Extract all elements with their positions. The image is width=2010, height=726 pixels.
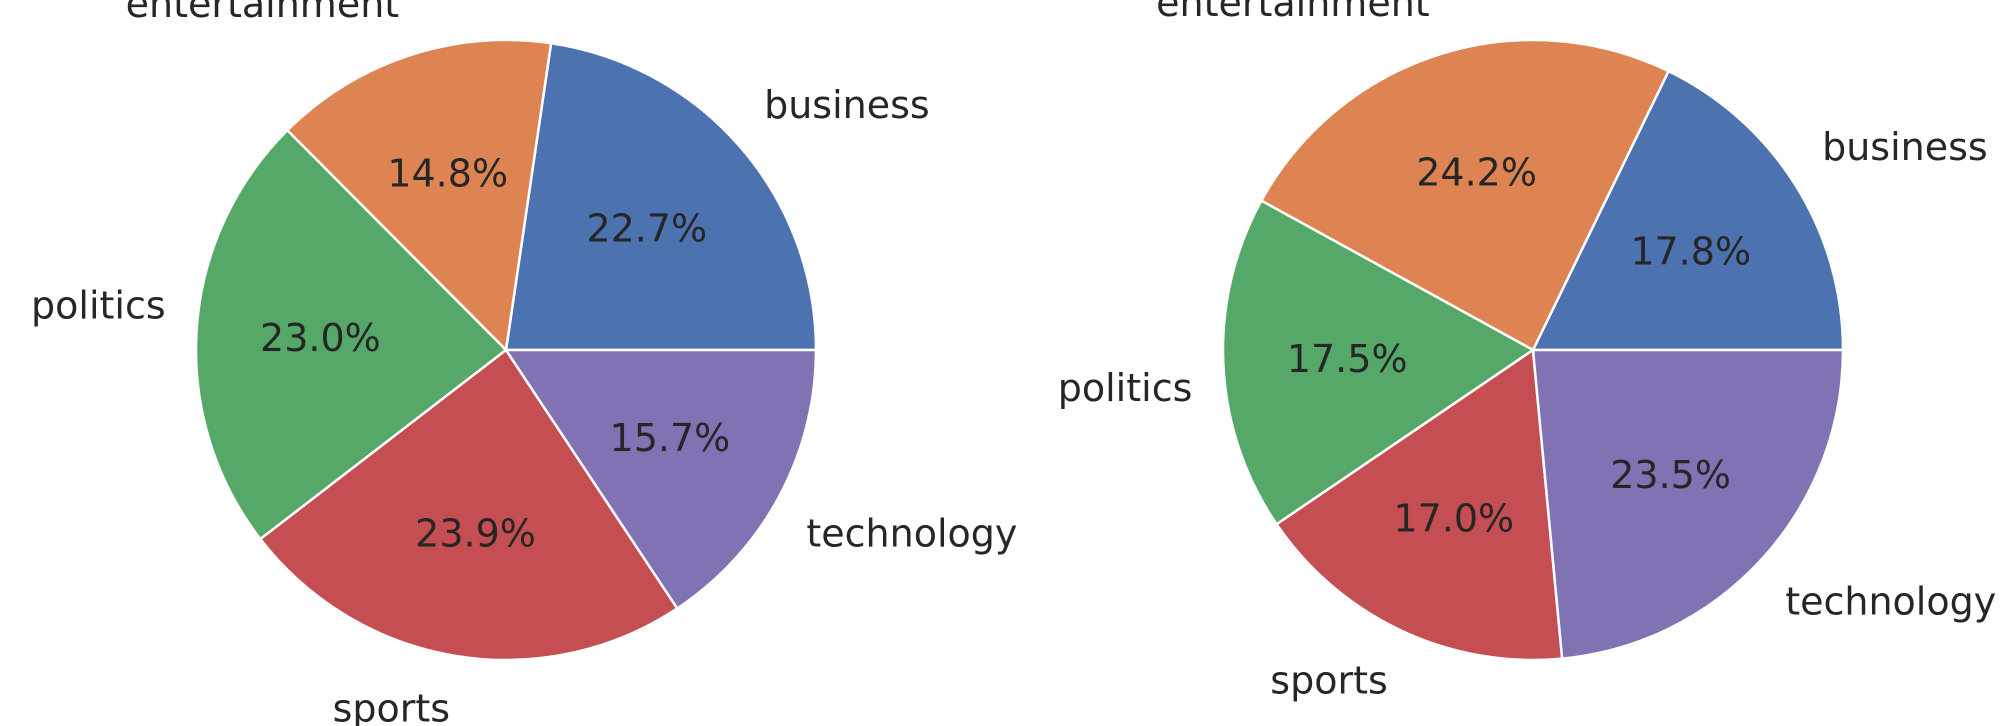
pie-category-label-entertainment: entertainment	[126, 0, 400, 26]
pie-percent-label: 22.7%	[586, 206, 707, 250]
pie-percent-label: 23.0%	[260, 316, 381, 360]
pie-slice-technology	[504, 348, 818, 610]
pie-category-label-technology: technology	[806, 511, 1017, 555]
pie-category-label-sports: sports	[1270, 659, 1388, 703]
pie-percent-label: 17.0%	[1393, 496, 1514, 540]
pie-slice-technology	[1531, 348, 1845, 660]
pie-slice-entertainment	[286, 38, 553, 352]
pie-slice-sports	[259, 348, 679, 662]
pie-category-label-business: business	[764, 83, 930, 127]
pie-percent-label: 17.8%	[1630, 229, 1751, 273]
pie-slice-entertainment	[1260, 38, 1670, 352]
pie-slice-business	[1531, 69, 1845, 352]
pie-slice-business	[504, 42, 818, 352]
pie-percent-label: 23.5%	[1610, 453, 1731, 497]
pie-percent-label: 14.8%	[387, 151, 508, 195]
pie-category-label-technology: technology	[1785, 580, 1996, 624]
pie-category-label-politics: politics	[1058, 366, 1193, 410]
pie-category-label-sports: sports	[333, 686, 451, 726]
pie-percent-label: 17.5%	[1287, 337, 1408, 381]
pie-slice-sports	[1275, 348, 1564, 662]
pie-category-label-entertainment: entertainment	[1156, 0, 1430, 25]
pie-category-label-business: business	[1822, 125, 1988, 169]
pie-slice-politics	[194, 129, 508, 541]
pie-slice-politics	[1221, 199, 1535, 526]
pie-chart-left: 22.7% 14.8% 23.0% 23.9% 15.7% business enterta…	[31, 0, 1017, 726]
pie-percent-label: 24.2%	[1416, 151, 1537, 195]
pie-category-label-politics: politics	[31, 284, 166, 328]
pie-percent-label: 15.7%	[610, 416, 731, 460]
pie-percent-label: 23.9%	[415, 512, 536, 556]
pie-chart-right: 17.8% 24.2% 17.5% 17.0% 23.5% business enterta…	[1058, 0, 1996, 703]
